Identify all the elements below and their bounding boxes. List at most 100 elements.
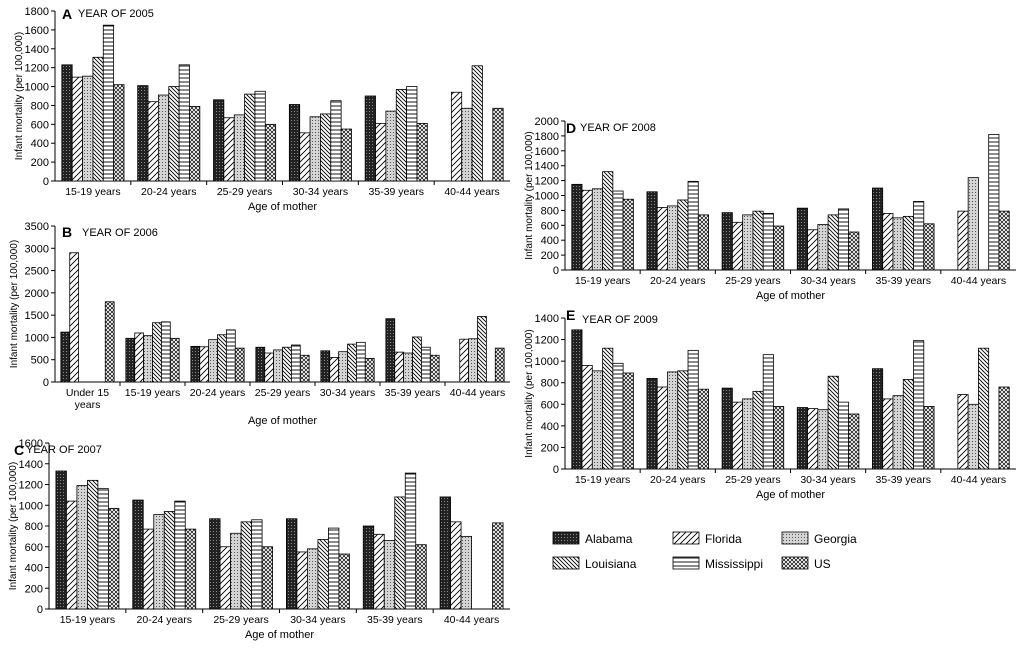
bar-florida: [731, 401, 744, 470]
bar-georgia: [230, 532, 242, 610]
bar-us: [998, 386, 1010, 470]
y-tick-label: 1000: [25, 332, 49, 344]
bar-mississippi: [612, 190, 624, 271]
bar-georgia: [383, 540, 396, 610]
bar-georgia: [667, 205, 679, 271]
bar-louisiana: [752, 210, 764, 271]
bar-florida: [264, 352, 275, 383]
bar-florida: [299, 132, 311, 182]
bar-florida: [656, 207, 668, 271]
x-tick-label: 30-34 years: [800, 275, 855, 287]
bar-georgia: [591, 188, 603, 271]
panel-b-chart: 0 500 1000 1500 2000 2500 3000 3500 Under 15 year…: [9, 221, 510, 427]
x-axis-label: Age of mother: [248, 415, 317, 427]
bar-us: [234, 347, 245, 383]
bar-us: [108, 507, 120, 610]
y-tick-label: 1000: [535, 191, 559, 203]
bar-florida: [957, 210, 969, 271]
bar-georgia: [967, 403, 979, 470]
bar-us: [184, 528, 197, 610]
y-tick-label: 800: [31, 100, 49, 112]
bar-mississippi: [420, 346, 431, 383]
x-tick-label: 35-39 years: [385, 387, 440, 399]
bar-louisiana: [827, 214, 839, 271]
legend-label-alabama: Alabama: [585, 532, 633, 546]
bar-us: [622, 372, 634, 470]
bar-georgia: [817, 409, 829, 470]
panel-title: YEAR OF 2007: [26, 444, 102, 456]
x-tick-label: 15-19 years: [575, 275, 630, 287]
bar-alabama: [286, 518, 298, 610]
bar-mississippi: [913, 201, 925, 271]
legend-swatch-mississippi: [672, 556, 700, 570]
bar-georgia: [208, 339, 218, 383]
bar-alabama: [646, 377, 658, 470]
bar-alabama: [872, 187, 884, 271]
bar-alabama: [796, 407, 808, 470]
y-tick-label: 2000: [25, 288, 49, 300]
bar-us: [998, 210, 1010, 271]
panel-title: YEAR OF 2006: [82, 227, 158, 239]
bar-louisiana: [320, 113, 332, 182]
panel-letter: D: [566, 120, 576, 136]
bar-mississippi: [687, 180, 699, 271]
bar-mississippi: [762, 212, 774, 271]
y-tick-label: 1200: [535, 176, 559, 188]
bar-louisiana: [163, 511, 176, 610]
bar-us: [494, 347, 505, 383]
bar-us: [340, 128, 352, 182]
bar-alabama: [61, 64, 73, 182]
y-tick-label: 400: [541, 235, 559, 247]
bar-florida: [459, 338, 470, 383]
bar-mississippi: [355, 341, 366, 383]
y-tick-label: 1400: [535, 161, 559, 173]
y-axis-label: Infant mortality (per 100,000): [8, 462, 19, 590]
bar-mississippi: [102, 24, 115, 182]
bar-alabama: [362, 525, 375, 610]
bar-louisiana: [902, 215, 914, 271]
bar-mississippi: [251, 519, 263, 610]
bar-florida: [219, 546, 231, 610]
panel-title: YEAR OF 2008: [580, 122, 656, 134]
bar-alabama: [320, 350, 331, 383]
bar-louisiana: [827, 375, 839, 470]
bar-louisiana: [412, 336, 422, 383]
bar-louisiana: [244, 93, 256, 182]
bar-mississippi: [988, 134, 1000, 271]
bar-us: [338, 553, 350, 610]
bar-georgia: [273, 349, 283, 383]
bar-us: [697, 388, 709, 470]
bar-mississippi: [254, 90, 266, 182]
x-tick-label: 25-29 years: [725, 474, 780, 486]
bar-georgia: [742, 214, 754, 271]
y-tick-label: 3500: [25, 221, 49, 233]
bar-alabama: [721, 212, 733, 271]
bar-georgia: [892, 395, 904, 470]
bar-louisiana: [471, 65, 483, 182]
bar-louisiana: [240, 521, 252, 610]
panel-title: YEAR OF 2009: [582, 314, 658, 326]
legend-label-louisiana: Louisiana: [585, 557, 637, 571]
y-tick-label: 0: [43, 377, 49, 389]
bar-us: [415, 544, 427, 610]
legend-label-florida: Florida: [705, 532, 742, 546]
x-tick-label: 20-24 years: [137, 614, 192, 626]
bar-georgia: [967, 177, 979, 271]
x-tick-label: 15-19 years: [65, 186, 120, 198]
bar-louisiana: [87, 479, 99, 610]
bar-us: [848, 231, 860, 271]
bar-florida: [375, 122, 387, 182]
bar-florida: [394, 351, 405, 383]
bar-louisiana: [92, 56, 104, 182]
bar-florida: [142, 528, 155, 610]
legend-swatch-georgia: [781, 531, 809, 545]
bar-louisiana: [902, 379, 914, 470]
legend-label-mississippi: Mississippi: [705, 557, 763, 571]
bar-louisiana: [152, 322, 162, 383]
bar-alabama: [571, 183, 583, 271]
bar-georgia: [892, 217, 904, 271]
bar-georgia: [817, 224, 829, 271]
bar-louisiana: [347, 343, 357, 383]
y-tick-label: 200: [31, 157, 49, 169]
